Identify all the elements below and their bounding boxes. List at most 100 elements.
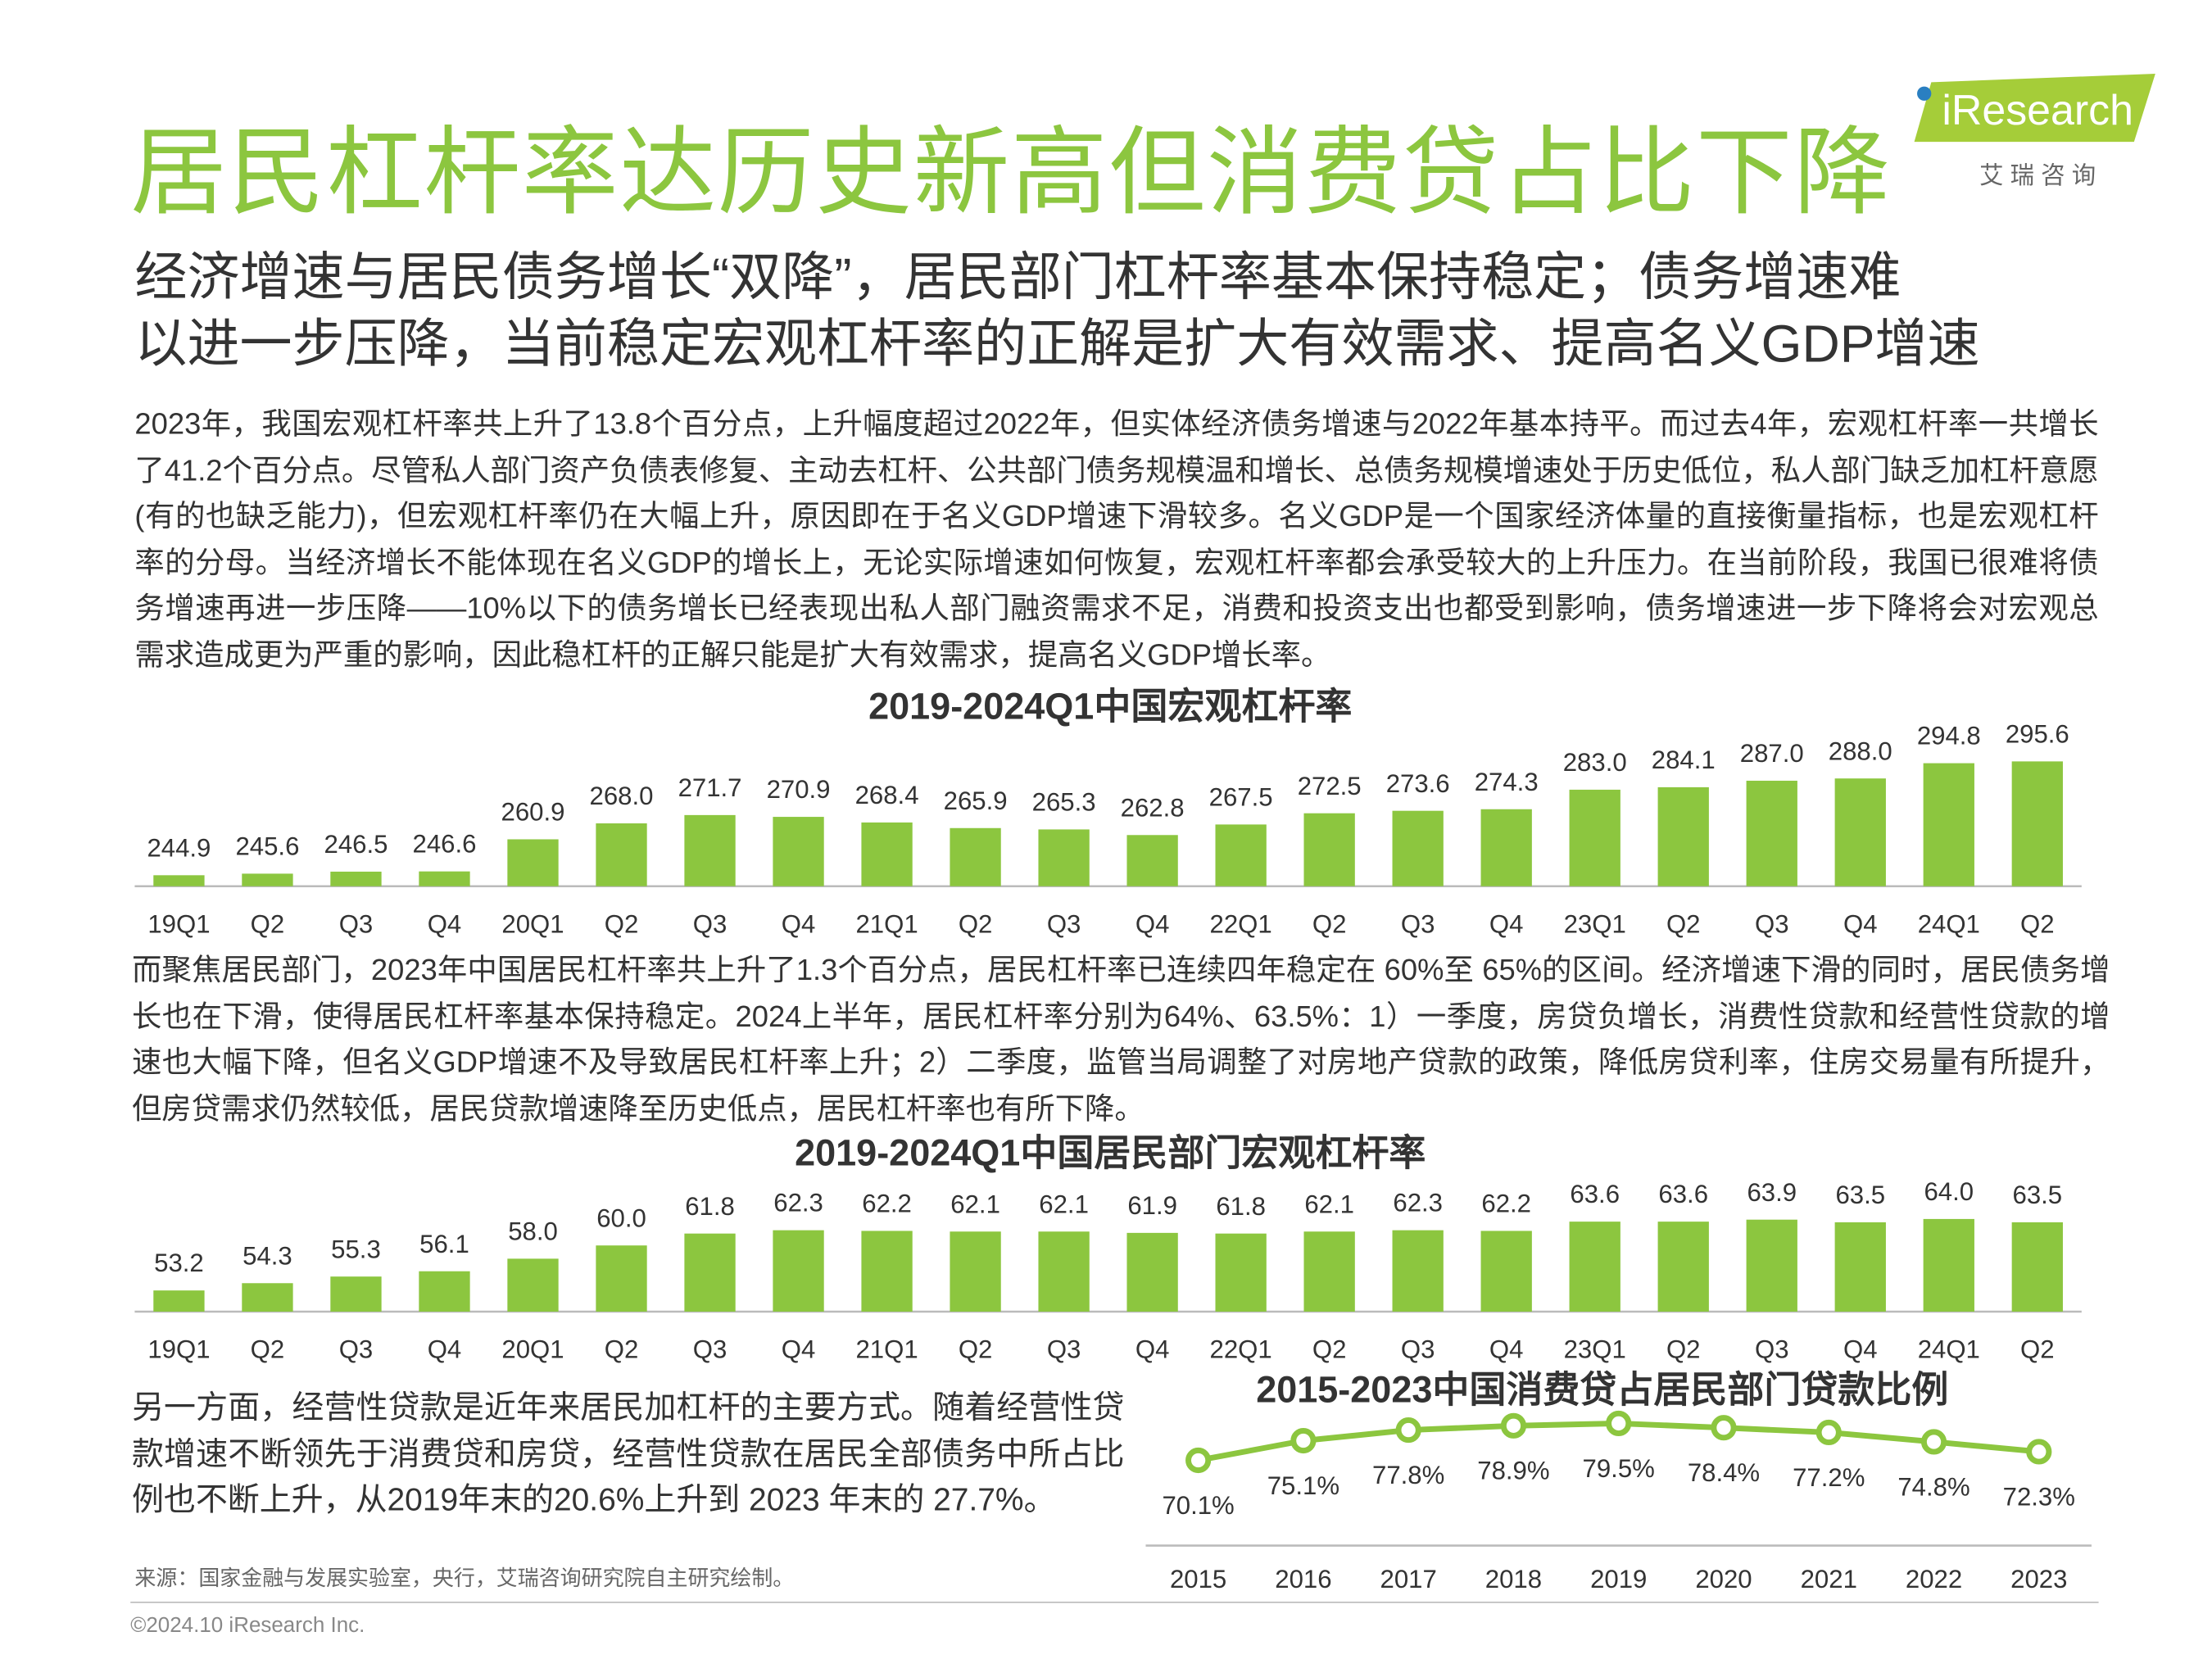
bar — [153, 1290, 205, 1312]
bar — [773, 1230, 824, 1312]
bar — [242, 1283, 293, 1312]
marker — [2026, 1439, 2052, 1465]
x-tick-label: 24Q1 — [1918, 1335, 1980, 1364]
x-tick-label: Q4 — [1135, 909, 1170, 938]
value-label: 284.1 — [1652, 746, 1716, 774]
x-tick-label: 2019 — [1590, 1565, 1647, 1593]
bar — [153, 875, 205, 886]
marker — [1290, 1427, 1317, 1454]
x-tick-label: 24Q1 — [1918, 909, 1980, 938]
page-title: 居民杠杆率达历史新高但消费贷占比下降 — [130, 119, 1892, 227]
value-label: 62.3 — [773, 1189, 823, 1217]
bar — [596, 823, 647, 886]
value-label: 267.5 — [1209, 782, 1273, 811]
x-tick-label: Q2 — [2020, 1335, 2055, 1364]
value-label: 62.1 — [950, 1190, 1000, 1218]
bar — [1746, 1219, 1797, 1312]
value-label: 265.3 — [1032, 787, 1096, 816]
x-tick-label: 2022 — [1906, 1565, 1962, 1593]
x-tick-label: 2015 — [1170, 1565, 1226, 1593]
value-label: 72.3% — [2003, 1482, 2075, 1511]
bar — [2011, 1222, 2063, 1312]
x-tick-label: 2016 — [1275, 1565, 1331, 1593]
value-label: 63.5 — [1835, 1181, 1885, 1209]
x-tick-label: Q2 — [1666, 1335, 1701, 1364]
bar — [1569, 1222, 1620, 1312]
bar — [1215, 824, 1267, 886]
logo-text: iResearch — [1942, 87, 2133, 134]
value-label: 61.8 — [1216, 1192, 1266, 1221]
bar — [950, 827, 1001, 886]
x-tick-label: Q4 — [1843, 909, 1878, 938]
value-label: 61.9 — [1127, 1191, 1177, 1220]
x-tick-label: 21Q1 — [855, 1335, 918, 1364]
x-tick-label: Q3 — [693, 1335, 728, 1364]
value-label: 54.3 — [243, 1241, 292, 1270]
bar — [684, 814, 736, 886]
bar — [1303, 1231, 1355, 1312]
value-label: 295.6 — [2006, 719, 2069, 748]
bar — [773, 817, 824, 886]
bar — [596, 1245, 647, 1312]
value-label: 265.9 — [944, 786, 1008, 815]
value-label: 53.2 — [154, 1249, 204, 1277]
logo-subtext: 艾 瑞 咨 询 — [1979, 162, 2096, 189]
bar — [1834, 1222, 1886, 1312]
marker — [1185, 1447, 1212, 1474]
bar — [507, 1258, 559, 1312]
x-tick-label: Q4 — [1489, 1335, 1524, 1364]
value-label: 63.6 — [1570, 1180, 1620, 1208]
value-label: 274.3 — [1475, 768, 1539, 796]
marker — [1920, 1429, 1947, 1455]
x-tick-label: 2017 — [1380, 1565, 1437, 1593]
x-tick-label: Q4 — [1843, 1335, 1878, 1364]
bar — [1392, 810, 1444, 886]
value-label: 294.8 — [1917, 722, 1981, 750]
value-label: 270.9 — [767, 775, 831, 804]
x-tick-label: 20Q1 — [501, 1335, 564, 1364]
marker — [1500, 1412, 1527, 1439]
value-label: 63.9 — [1747, 1178, 1797, 1207]
bar — [1126, 1232, 1178, 1312]
subtitle-line: 以进一步压降，当前稳定宏观杠杆率的正解是扩大有效需求、提高名义GDP增速 — [134, 315, 1980, 374]
x-tick-label: 19Q1 — [147, 1335, 210, 1364]
value-label: 61.8 — [685, 1192, 735, 1221]
bar — [950, 1231, 1001, 1312]
value-label: 271.7 — [678, 773, 742, 802]
value-label: 55.3 — [331, 1235, 381, 1263]
bar — [1392, 1230, 1444, 1312]
value-label: 287.0 — [1740, 739, 1804, 768]
value-label: 56.1 — [419, 1230, 469, 1258]
x-tick-label: Q4 — [782, 909, 816, 938]
logo-dot — [1917, 86, 1932, 101]
value-label: 268.0 — [590, 782, 654, 810]
x-tick-label: Q2 — [2020, 909, 2055, 938]
value-label: 260.9 — [501, 798, 565, 827]
bar — [684, 1233, 736, 1312]
x-tick-label: Q4 — [1135, 1335, 1170, 1364]
x-tick-label: Q3 — [339, 909, 374, 938]
x-tick-label: Q3 — [693, 909, 728, 938]
bar — [1834, 778, 1886, 886]
subtitle-line: 经济增速与居民债务增长“双降”，居民部门杠杆率基本保持稳定；债务增速难 — [134, 247, 1902, 306]
value-label: 75.1% — [1267, 1471, 1339, 1500]
bar — [1923, 1218, 1974, 1312]
value-label: 246.6 — [413, 830, 477, 859]
bar — [1303, 813, 1355, 886]
value-label: 283.0 — [1563, 748, 1627, 777]
chart-title: 2015-2023中国消费贷占居民部门贷款比例 — [1256, 1369, 1948, 1411]
x-tick-label: 19Q1 — [147, 909, 210, 938]
value-label: 288.0 — [1829, 737, 1892, 765]
x-tick-label: Q2 — [1312, 909, 1347, 938]
copyright: ©2024.10 iResearch Inc. — [130, 1613, 365, 1639]
x-tick-label: Q2 — [959, 909, 993, 938]
value-label: 70.1% — [1162, 1491, 1234, 1520]
paragraph: 而聚焦居民部门，2023年中国居民杠杆率共上升了1.3个百分点，居民杠杆率已连续… — [131, 954, 2110, 1126]
x-tick-label: Q2 — [251, 1335, 285, 1364]
value-label: 58.0 — [508, 1217, 558, 1245]
x-tick-label: Q3 — [1047, 1335, 1081, 1364]
value-label: 246.5 — [324, 830, 388, 859]
value-label: 273.6 — [1386, 769, 1450, 798]
